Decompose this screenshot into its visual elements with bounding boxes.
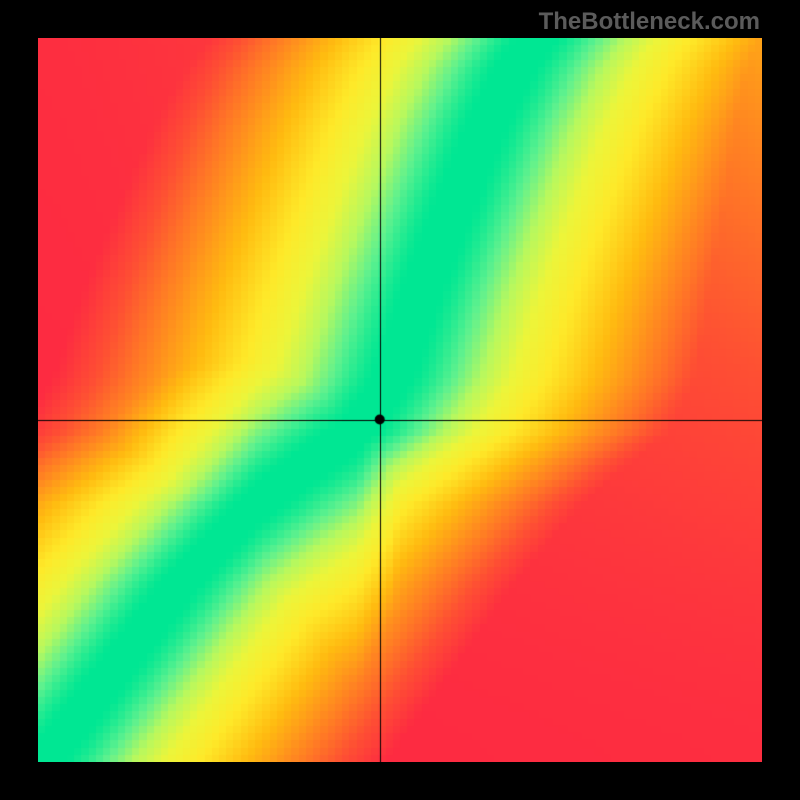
chart-container: TheBottleneck.com [0,0,800,800]
bottleneck-heatmap [38,38,762,762]
watermark-text: TheBottleneck.com [539,8,760,36]
